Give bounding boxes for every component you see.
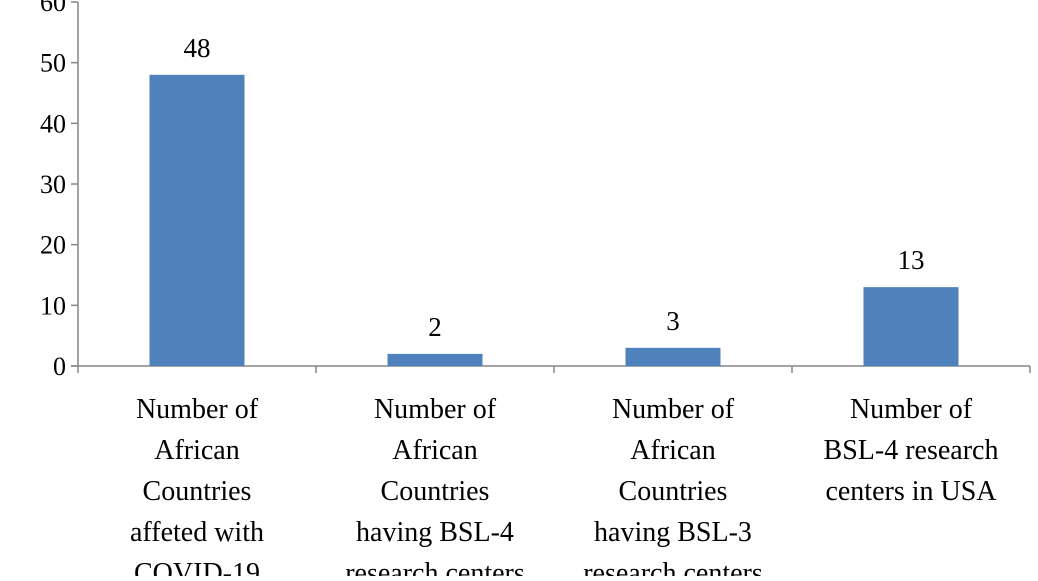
labels-layer: 48 Number of African Countries affeted with C…: [130, 33, 999, 581]
bar: [387, 353, 483, 366]
data-label: 3: [666, 306, 680, 336]
y-tick-label: 30: [40, 170, 66, 199]
y-tick-label: 0: [53, 352, 66, 381]
category-label-line: Number of: [850, 394, 973, 425]
category-label-line: Number of: [374, 394, 497, 425]
y-tick-label: 40: [40, 109, 66, 138]
y-tick-label: 20: [40, 231, 66, 260]
bar: [625, 347, 721, 366]
category-label: Number of BSL-4 research centers in USA: [824, 394, 999, 507]
category-label-line: African: [630, 435, 716, 466]
category-label-line: Countries: [143, 476, 252, 507]
category-label-line: African: [154, 435, 240, 466]
bars-layer: [149, 74, 959, 367]
category-label-line: Countries: [619, 476, 728, 507]
category-label-line: research centers: [583, 558, 763, 576]
bar: [149, 74, 245, 367]
category-label: Number of African Countries having BSL-3 res…: [583, 394, 763, 576]
category-label-line: affeted with: [130, 517, 264, 548]
category-label-line: centers in USA: [825, 476, 997, 507]
category-label: Number of African Countries affeted with COV…: [130, 394, 264, 576]
category-label-line: having BSL-4: [356, 517, 514, 548]
category-label-line: Number of: [136, 394, 259, 425]
category-label-line: Number of: [612, 394, 735, 425]
category-label-line: research centers: [345, 558, 525, 576]
category-label-line: having BSL-3: [594, 517, 752, 548]
data-label: 48: [184, 33, 211, 63]
category-label: Number of African Countries having BSL-4 res…: [345, 394, 525, 576]
category-label-line: African: [392, 435, 478, 466]
y-tick-label: 60: [40, 0, 66, 17]
category-label-line: BSL-4 research: [824, 435, 999, 466]
category-label-line: COVID-19: [134, 558, 260, 576]
data-label: 2: [428, 312, 442, 342]
data-label: 13: [898, 245, 925, 275]
y-tick-label: 50: [40, 49, 66, 78]
category-label-line: Countries: [381, 476, 490, 507]
y-tick-label: 10: [40, 291, 66, 320]
bar: [863, 287, 959, 366]
